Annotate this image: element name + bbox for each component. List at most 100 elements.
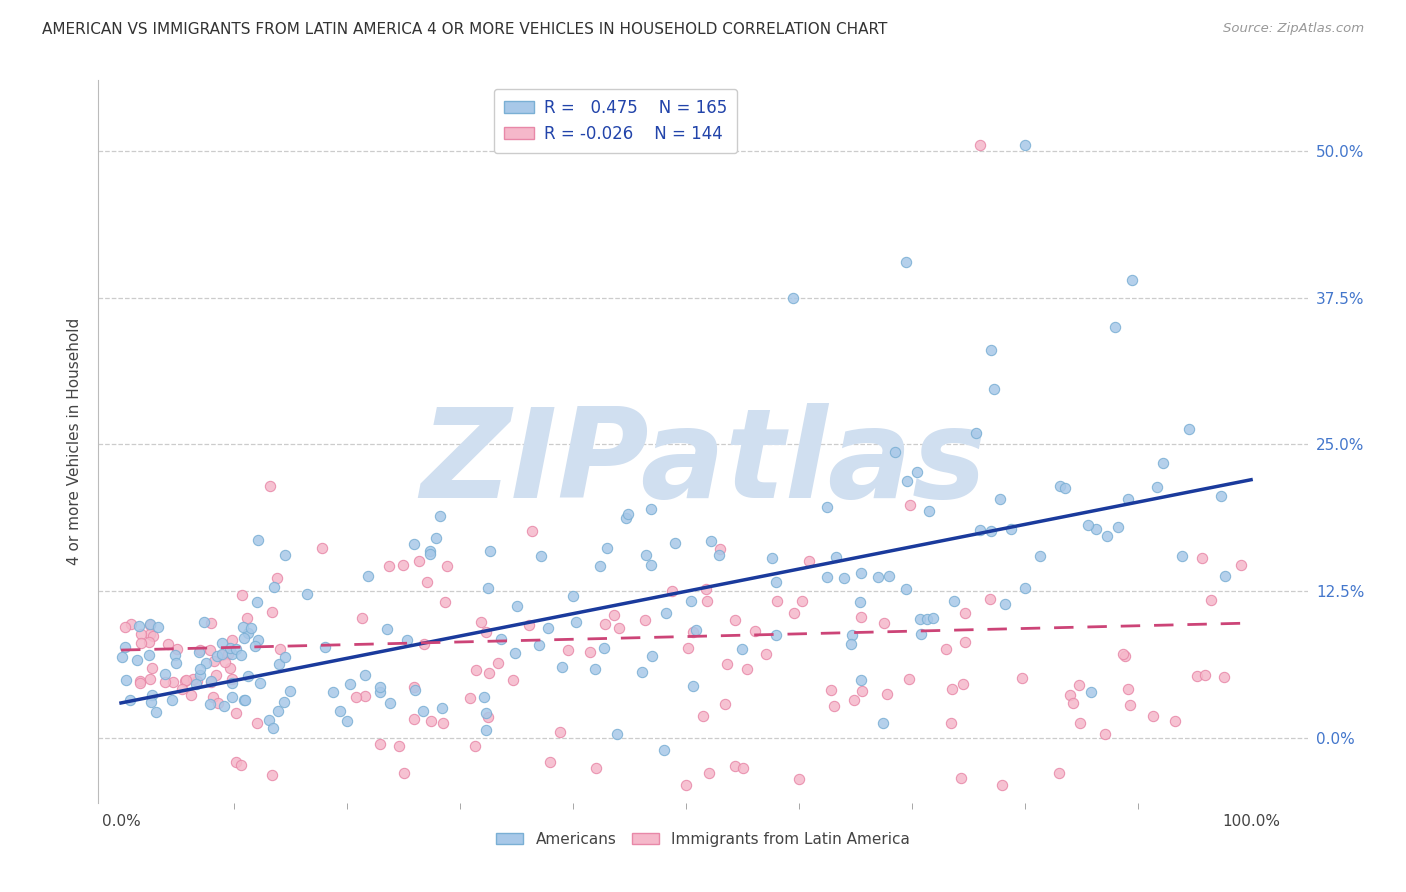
Point [432, 701, 454, 715]
Point [593, 641, 616, 656]
Point [408, 554, 430, 568]
Point [949, 772, 972, 786]
Point [233, 692, 256, 706]
Point [142, 629, 165, 643]
Point [969, 137, 991, 152]
Point [505, 646, 527, 660]
Point [247, 633, 270, 648]
Point [139, 627, 162, 641]
Point [849, 595, 872, 609]
Point [983, 382, 1005, 396]
Point [1170, 549, 1192, 563]
Point [404, 680, 426, 694]
Point [412, 637, 434, 651]
Point [965, 425, 987, 440]
Point [214, 655, 236, 669]
Point [267, 704, 290, 718]
Point [1116, 681, 1139, 696]
Point [873, 615, 896, 630]
Point [939, 716, 962, 731]
Point [879, 569, 901, 583]
Point [607, 621, 630, 635]
Point [593, 617, 616, 632]
Point [260, 606, 283, 620]
Point [243, 639, 266, 653]
Point [114, 673, 136, 687]
Point [678, 641, 700, 656]
Point [219, 640, 242, 655]
Point [269, 641, 291, 656]
Point [246, 715, 269, 730]
Point [735, 662, 758, 676]
Point [941, 681, 963, 696]
Point [896, 475, 918, 489]
Point [263, 580, 285, 594]
Point [1049, 478, 1071, 492]
Point [1011, 672, 1033, 686]
Point [969, 523, 991, 537]
Point [377, 559, 399, 574]
Point [562, 589, 585, 603]
Point [849, 566, 872, 581]
Point [202, 690, 225, 704]
Point [1000, 522, 1022, 536]
Point [1028, 549, 1050, 564]
Point [908, 612, 931, 626]
Point [111, 650, 134, 665]
Point [218, 661, 240, 675]
Point [153, 666, 176, 681]
Point [138, 635, 160, 649]
Point [221, 632, 243, 647]
Point [578, 645, 600, 659]
Point [141, 696, 163, 710]
Point [551, 660, 574, 674]
Point [233, 631, 256, 645]
Point [129, 626, 152, 640]
Point [412, 704, 434, 718]
Point [724, 613, 747, 627]
Point [655, 607, 678, 621]
Point [139, 672, 162, 686]
Point [170, 681, 193, 696]
Point [918, 503, 941, 517]
Point [631, 665, 654, 679]
Point [458, 691, 481, 706]
Point [682, 624, 704, 639]
Point [1178, 422, 1201, 436]
Point [278, 684, 301, 698]
Point [696, 593, 718, 607]
Point [395, 633, 418, 648]
Point [1146, 480, 1168, 494]
Point [1164, 714, 1187, 729]
Point [1116, 491, 1139, 506]
Point [815, 500, 838, 514]
Point [697, 766, 720, 780]
Point [823, 699, 845, 714]
Point [211, 648, 233, 662]
Point [868, 570, 890, 584]
Point [128, 674, 150, 689]
Point [402, 712, 425, 726]
Point [217, 647, 239, 661]
Point [1059, 688, 1081, 702]
Point [118, 693, 141, 707]
Point [603, 608, 626, 623]
Point [731, 642, 754, 657]
Point [163, 648, 186, 663]
Point [198, 642, 221, 657]
Point [1014, 581, 1036, 595]
Point [654, 743, 676, 757]
Point [221, 690, 243, 705]
Point [404, 537, 426, 551]
Point [236, 626, 259, 640]
Point [221, 648, 243, 662]
Point [246, 595, 269, 609]
Point [832, 571, 855, 585]
Point [685, 624, 707, 638]
Point [744, 624, 766, 638]
Point [1121, 273, 1143, 287]
Point [141, 661, 163, 675]
Point [357, 569, 380, 583]
Point [180, 688, 202, 702]
Point [236, 611, 259, 625]
